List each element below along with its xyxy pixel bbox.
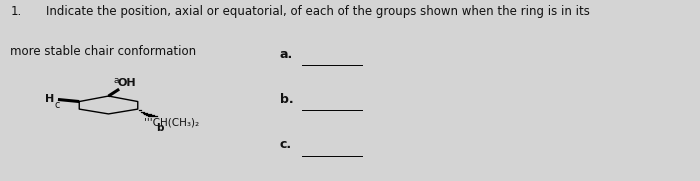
- Text: '''CH(CH₃)₂: '''CH(CH₃)₂: [144, 117, 199, 127]
- Text: b: b: [156, 123, 164, 133]
- Text: c.: c.: [280, 138, 292, 151]
- Text: b.: b.: [280, 93, 293, 106]
- Text: Indicate the position, axial or equatorial, of each of the groups shown when the: Indicate the position, axial or equatori…: [46, 5, 589, 18]
- Text: a.: a.: [280, 48, 293, 61]
- Text: more stable chair conformation: more stable chair conformation: [10, 45, 197, 58]
- Text: OH: OH: [117, 78, 136, 88]
- Text: a: a: [113, 76, 119, 85]
- Text: 1.: 1.: [10, 5, 22, 18]
- Text: H: H: [46, 94, 55, 104]
- Text: c: c: [55, 100, 60, 110]
